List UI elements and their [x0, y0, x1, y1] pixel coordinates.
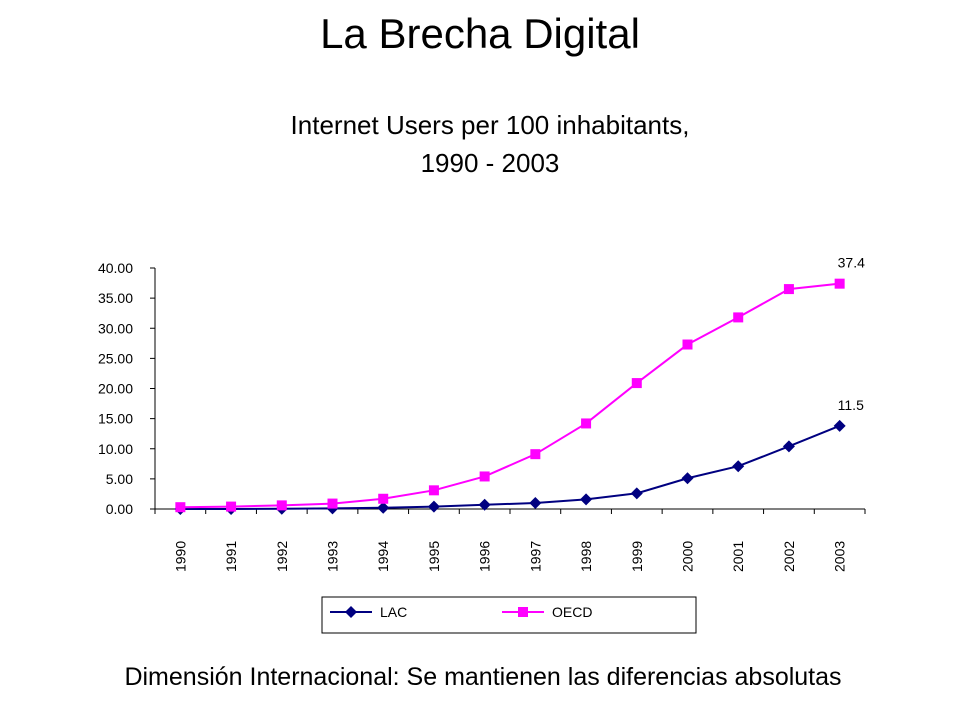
- y-tick-label: 0.00: [106, 501, 133, 517]
- data-point-oecd: [682, 339, 693, 350]
- data-point-oecd: [175, 502, 186, 513]
- data-point-lac: [427, 500, 440, 513]
- x-tick-label: 1994: [375, 541, 391, 572]
- chart-title-line-2: 1990 - 2003: [420, 148, 560, 178]
- y-tick-label: 10.00: [98, 441, 133, 457]
- data-point-oecd: [479, 471, 490, 482]
- series-line-oecd: [180, 282, 840, 509]
- data-point-lac: [630, 487, 643, 500]
- x-tick-label: 1995: [426, 541, 442, 572]
- data-point-oecd: [428, 485, 439, 496]
- x-tick-label: 2003: [832, 541, 848, 572]
- y-tick-label: 20.00: [98, 381, 133, 397]
- data-point-oecd: [631, 378, 642, 389]
- data-point-oecd: [733, 312, 744, 323]
- data-point-lac: [833, 419, 846, 432]
- x-tick-label: 1992: [274, 541, 290, 572]
- data-point-oecd: [378, 493, 389, 504]
- data-point-lac: [732, 460, 745, 473]
- data-point-lac: [377, 501, 390, 514]
- y-tick-label: 5.00: [106, 471, 133, 487]
- x-tick-label: 1996: [477, 541, 493, 572]
- x-tick-label: 1993: [325, 541, 341, 572]
- slide-title: La Brecha Digital: [320, 10, 640, 57]
- data-point-oecd: [530, 449, 541, 460]
- legend-marker-lac: [345, 606, 357, 618]
- series-line-lac: [180, 424, 841, 510]
- y-tick-label: 30.00: [98, 320, 133, 336]
- x-tick-label: 2000: [680, 541, 696, 572]
- data-point-lac: [529, 496, 542, 509]
- legend-label-oecd: OECD: [552, 604, 592, 620]
- data-point-lac: [681, 472, 694, 485]
- x-tick-label: 1997: [527, 541, 543, 572]
- chart-title: Internet Users per 100 inhabitants, 1990…: [0, 106, 960, 182]
- data-label-lac: 11.5: [838, 397, 864, 413]
- legend-marker-oecd: [518, 607, 528, 617]
- legend-box: [321, 596, 697, 634]
- data-point-oecd: [783, 284, 794, 295]
- x-tick-label: 1990: [172, 541, 188, 572]
- y-tick-label: 40.00: [98, 260, 133, 276]
- legend-label-lac: LAC: [380, 604, 407, 620]
- x-tick-label: 2001: [730, 541, 746, 572]
- data-label-oecd: 37.4: [838, 255, 865, 271]
- y-tick-label: 35.00: [98, 290, 133, 306]
- x-tick-label: 2002: [781, 541, 797, 572]
- data-point-lac: [478, 498, 491, 511]
- data-point-oecd: [276, 500, 287, 511]
- slide-footer: Dimensión Internacional: Se mantienen la…: [124, 663, 842, 691]
- data-point-lac: [580, 493, 593, 506]
- y-tick-label: 15.00: [98, 411, 133, 427]
- data-point-oecd: [834, 278, 845, 289]
- data-point-oecd: [327, 498, 338, 509]
- x-tick-label: 1991: [223, 541, 239, 572]
- chart-title-line-1: Internet Users per 100 inhabitants,: [290, 110, 690, 140]
- data-point-lac: [782, 440, 795, 453]
- data-point-oecd: [581, 418, 592, 429]
- y-tick-label: 25.00: [98, 350, 133, 366]
- data-point-oecd: [226, 501, 237, 512]
- x-tick-label: 1999: [629, 541, 645, 572]
- x-tick-label: 1998: [578, 541, 594, 572]
